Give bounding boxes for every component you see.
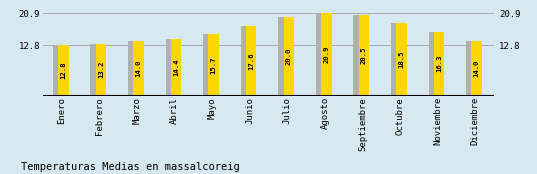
Text: 17.6: 17.6 [248,52,254,70]
Bar [90,44,97,96]
Text: 20.5: 20.5 [361,47,367,64]
Text: 13.2: 13.2 [98,61,104,78]
Bar [53,45,60,96]
Bar [58,45,69,96]
Text: 18.5: 18.5 [398,51,404,68]
Bar [471,41,482,96]
Bar [466,41,473,96]
Bar [208,34,219,96]
Bar [359,15,369,96]
Bar [353,15,360,96]
Bar [171,39,182,96]
Text: 20.0: 20.0 [286,48,292,65]
Bar [96,44,106,96]
Bar [165,39,172,96]
Bar [396,23,407,96]
Bar [321,13,332,96]
Text: 14.0: 14.0 [135,59,141,77]
Text: 12.8: 12.8 [60,62,66,79]
Bar [434,31,445,96]
Text: Temperaturas Medias en massalcoreig: Temperaturas Medias en massalcoreig [21,162,240,172]
Bar [316,13,323,96]
Bar [429,31,436,96]
Bar [278,17,285,96]
Text: 14.0: 14.0 [474,59,480,77]
Bar [241,26,248,96]
Bar [246,26,257,96]
Bar [203,34,210,96]
Text: 14.4: 14.4 [173,59,179,76]
Bar [391,23,398,96]
Bar [133,41,144,96]
Text: 15.7: 15.7 [211,56,216,74]
Text: 16.3: 16.3 [436,55,442,72]
Bar [128,41,135,96]
Bar [284,17,294,96]
Text: 20.9: 20.9 [323,46,329,63]
